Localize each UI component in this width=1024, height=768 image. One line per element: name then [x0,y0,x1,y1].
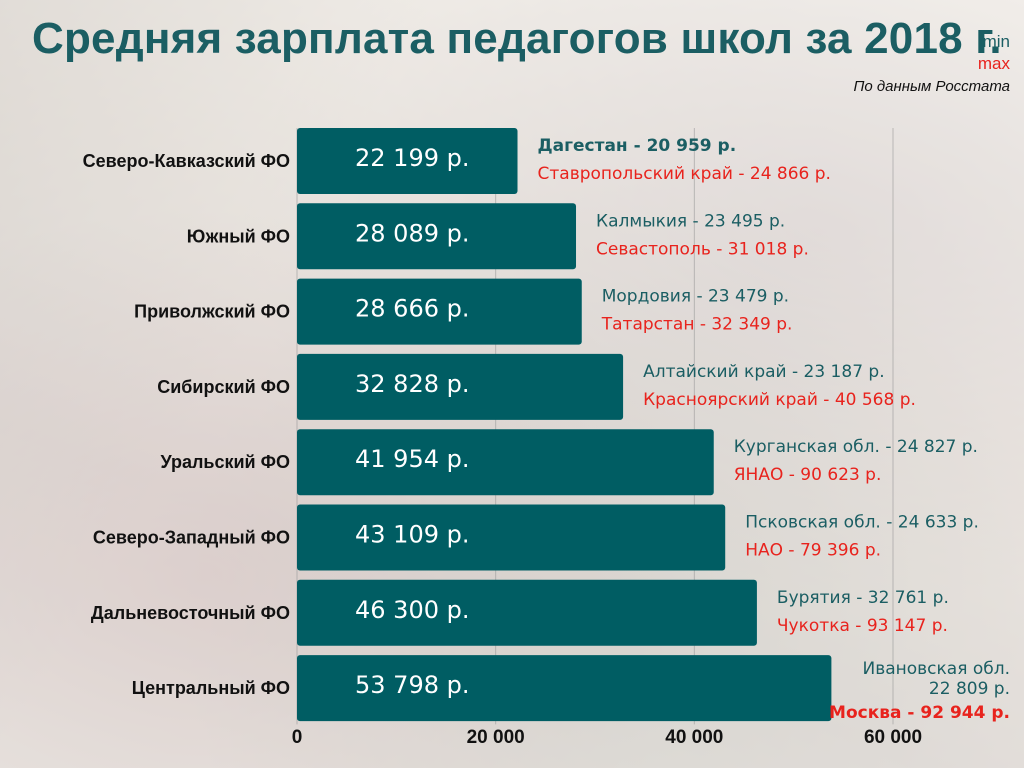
category-label: Сибирский ФО [157,377,290,397]
value-label: 28 666 р. [355,295,469,323]
min-annotation: 22 809 р. [929,679,1010,699]
bar [297,128,518,194]
source-note: По данным Росстата [853,78,1010,95]
category-label: Южный ФО [187,226,290,246]
category-label: Уральский ФО [160,452,290,472]
max-annotation: Севастополь - 31 018 р. [596,239,809,259]
x-tick-label: 40 000 [665,727,723,748]
min-annotation: Псковская обл. - 24 633 р. [745,513,979,533]
value-label: 41 954 р. [355,445,469,473]
min-annotation: Калмыкия - 23 495 р. [596,211,785,231]
category-label: Приволжский ФО [134,302,290,322]
value-label: 43 109 р. [355,521,469,549]
max-annotation: Москва - 92 944 р. [829,703,1010,723]
bar [297,579,757,646]
min-annotation: Алтайский край - 23 187 р. [643,362,885,382]
value-label: 46 300 р. [355,596,469,624]
max-annotation: Чукотка - 93 147 р. [777,616,948,636]
min-annotation: Дагестан - 20 959 р. [538,136,737,156]
x-tick-label: 20 000 [467,727,525,748]
max-annotation: Красноярский край - 40 568 р. [643,390,916,410]
bar [297,203,577,270]
max-annotation: Ставропольский край - 24 866 р. [538,164,831,184]
category-label: Северо-Кавказский ФО [83,151,290,171]
bar [297,278,582,345]
bar [297,353,624,420]
max-annotation: Татарстан - 32 349 р. [601,315,793,335]
bar [297,429,714,496]
min-annotation: Ивановская обл. [862,659,1010,679]
value-label: 53 798 р. [355,671,469,699]
chart-title: Средняя зарплата педагогов школ за 2018 … [32,14,1002,63]
min-annotation: Курганская обл. - 24 827 р. [734,437,978,457]
value-label: 32 828 р. [355,370,469,398]
legend-max: max [977,54,1010,73]
value-label: 28 089 р. [355,219,469,247]
bar [297,504,726,571]
legend-min: min [982,32,1010,51]
bar [297,655,832,722]
category-label: Северо-Западный ФО [93,528,290,548]
value-label: 22 199 р. [355,144,469,172]
category-label: Дальневосточный ФО [91,603,290,623]
category-label: Центральный ФО [132,678,290,698]
min-annotation: Бурятия - 32 761 р. [777,588,949,608]
min-annotation: Мордовия - 23 479 р. [602,287,789,307]
max-annotation: ЯНАО - 90 623 р. [734,465,882,485]
x-tick-label: 0 [292,727,303,748]
max-annotation: НАО - 79 396 р. [745,541,881,561]
x-tick-label: 60 000 [864,727,922,748]
